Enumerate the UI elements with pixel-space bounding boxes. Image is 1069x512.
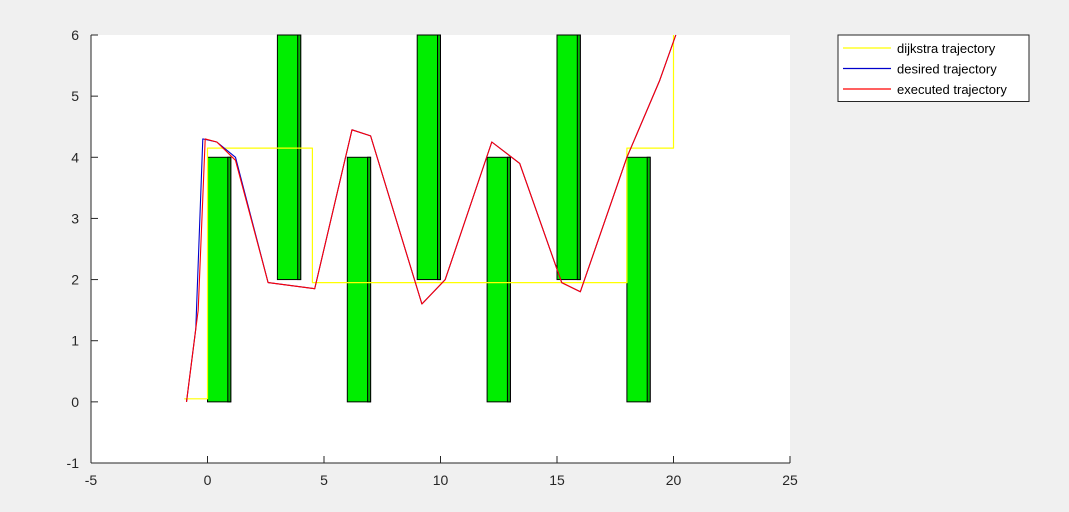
y-tick-label: 0 bbox=[71, 394, 79, 410]
y-tick-label: -1 bbox=[67, 455, 80, 471]
y-tick-label: 1 bbox=[71, 333, 79, 349]
series-layer bbox=[184, 34, 677, 402]
series-line-dijkstra-trajectory bbox=[184, 35, 675, 400]
obstacle-4 bbox=[486, 156, 511, 403]
x-tick-label: 20 bbox=[666, 472, 682, 488]
obstacle-side-face bbox=[437, 34, 441, 281]
legend-label: dijkstra trajectory bbox=[897, 41, 996, 56]
obstacle-side-face bbox=[367, 156, 372, 403]
y-tick-label: 2 bbox=[71, 272, 79, 288]
y-tick-label: 5 bbox=[71, 88, 79, 104]
x-tick-label: 25 bbox=[782, 472, 798, 488]
obstacle-6 bbox=[626, 156, 651, 403]
obstacle-side-face bbox=[576, 34, 581, 281]
obstacle-1 bbox=[276, 34, 302, 281]
x-tick-label: -5 bbox=[85, 472, 98, 488]
y-tick-label: 6 bbox=[71, 27, 79, 43]
y-tick-label: 4 bbox=[71, 149, 79, 165]
x-tick-label: 5 bbox=[320, 472, 328, 488]
obstacle-3 bbox=[416, 34, 442, 281]
obstacle-side-face bbox=[227, 156, 232, 403]
obstacles-layer bbox=[207, 34, 651, 403]
legend: dijkstra trajectory desired trajectory exe… bbox=[837, 34, 1030, 102]
x-tick-label: 0 bbox=[204, 472, 212, 488]
series-line-executed-trajectory bbox=[185, 34, 677, 402]
obstacle-5 bbox=[556, 34, 581, 281]
obstacle-2 bbox=[346, 156, 372, 403]
obstacle-side-face bbox=[297, 34, 302, 281]
axes-layer: -5 0 5 10 15 20 25 -1 0 1 2 3 4 5 6 bbox=[67, 27, 798, 488]
obstacle-0 bbox=[207, 156, 232, 403]
obstacle-side-face bbox=[646, 156, 651, 403]
legend-label: desired trajectory bbox=[897, 62, 997, 77]
x-tick-label: 15 bbox=[549, 472, 565, 488]
legend-label: executed trajectory bbox=[897, 82, 1007, 97]
x-tick-label: 10 bbox=[433, 472, 449, 488]
obstacle-side-face bbox=[506, 156, 511, 403]
y-tick-label: 3 bbox=[71, 210, 79, 226]
